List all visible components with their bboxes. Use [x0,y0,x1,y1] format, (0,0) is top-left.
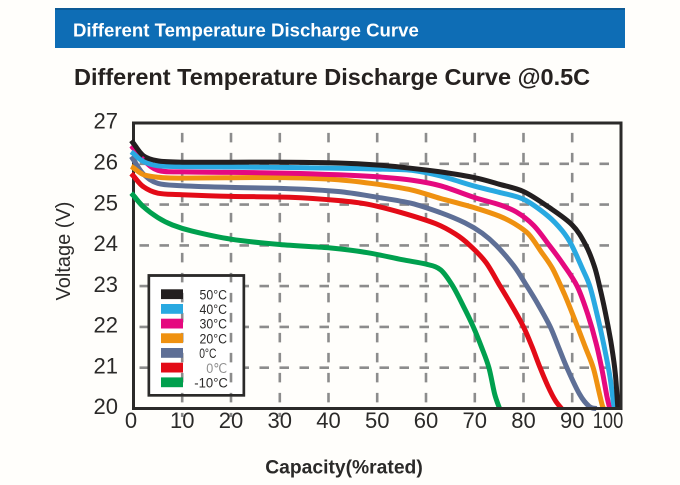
svg-text:30°C: 30°C [200,317,228,333]
svg-text:20: 20 [94,394,118,419]
svg-text:Different Temperature Discharg: Different Temperature Discharge Curve [73,20,419,41]
svg-text:0℃: 0℃ [206,361,227,377]
svg-text:21: 21 [94,353,118,378]
svg-text:27: 27 [94,109,118,134]
svg-text:80: 80 [511,408,535,433]
svg-text:30: 30 [268,408,292,433]
svg-text:26: 26 [94,150,118,175]
svg-text:70: 70 [463,408,487,433]
svg-text:24: 24 [94,231,118,256]
svg-text:Capacity(%rated): Capacity(%rated) [265,458,423,479]
svg-text:-10°C: -10°C [194,375,228,391]
svg-text:23: 23 [94,272,118,297]
svg-text:40: 40 [316,408,340,433]
svg-text:50°C: 50°C [200,287,228,303]
svg-text:0: 0 [125,408,137,433]
svg-text:40°C: 40°C [200,302,228,318]
svg-text:10: 10 [170,408,194,433]
svg-text:90: 90 [560,408,584,433]
svg-text:20°C: 20°C [200,331,228,347]
svg-text:100: 100 [593,408,624,433]
svg-text:50: 50 [365,408,389,433]
svg-text:25: 25 [94,190,118,215]
svg-text:Different Temperature Discharg: Different Temperature Discharge Curve @0… [74,64,590,90]
svg-text:Voltage (V): Voltage (V) [53,202,75,301]
svg-text:22: 22 [94,313,118,338]
svg-text:60: 60 [414,408,438,433]
svg-text:0°C: 0°C [199,346,216,362]
svg-text:20: 20 [219,408,243,433]
